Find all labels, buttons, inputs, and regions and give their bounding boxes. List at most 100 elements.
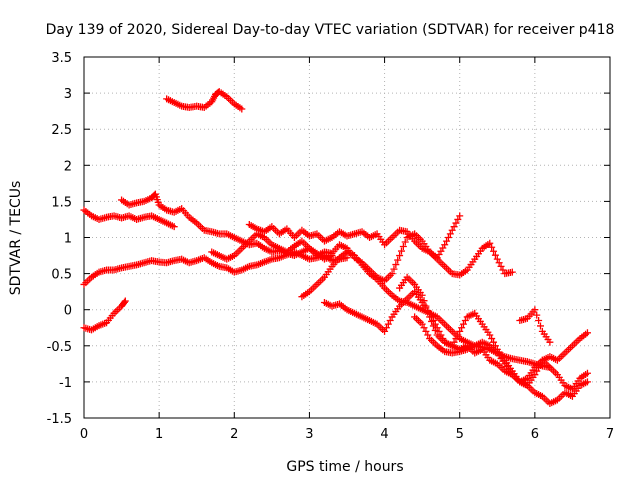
data-point xyxy=(426,313,434,321)
data-point xyxy=(386,317,394,325)
data-point xyxy=(452,219,460,227)
data-point xyxy=(238,105,246,113)
data-point xyxy=(441,241,449,249)
y-tick-label: -0.5 xyxy=(47,340,72,355)
data-point xyxy=(508,268,516,276)
data-point xyxy=(497,262,505,270)
data-point xyxy=(448,342,456,350)
data-point xyxy=(531,306,539,314)
y-tick-label: 2 xyxy=(64,159,72,174)
chart-title: Day 139 of 2020, Sidereal Day-to-day VTE… xyxy=(46,22,615,38)
y-tick-label: 2.5 xyxy=(51,123,72,138)
x-tick-label: 4 xyxy=(380,427,388,442)
data-point xyxy=(401,238,409,246)
data-point xyxy=(454,215,462,223)
data-point xyxy=(120,298,128,306)
data-point xyxy=(431,326,439,334)
y-tick-label: 0.5 xyxy=(51,268,72,283)
data-point xyxy=(444,234,452,241)
data-point xyxy=(493,255,501,263)
data-point xyxy=(495,259,503,267)
data-point xyxy=(396,252,404,260)
x-tick-label: 1 xyxy=(155,427,163,442)
data-point xyxy=(429,322,437,330)
series-track-i xyxy=(396,273,591,386)
data-point xyxy=(546,338,554,346)
data-point xyxy=(448,226,456,234)
data-point xyxy=(422,302,430,310)
data-point xyxy=(420,324,428,332)
data-point xyxy=(488,243,496,251)
y-tick-label: -1.5 xyxy=(47,412,72,427)
data-point xyxy=(583,369,591,377)
data-point xyxy=(459,320,467,328)
series-track-f xyxy=(208,230,516,285)
x-tick-label: 3 xyxy=(305,427,313,442)
data-point xyxy=(458,324,466,332)
data-point xyxy=(450,223,458,231)
data-point xyxy=(486,239,494,247)
y-tick-label: -1 xyxy=(59,376,72,391)
data-point xyxy=(583,329,591,337)
x-tick-label: 2 xyxy=(230,427,238,442)
data-point xyxy=(535,317,543,325)
data-point xyxy=(170,223,178,231)
ticks: 0 1 2 3 4 5 6 7 -1.5 -1 -0.5 0 0.5 1 1.5 2 2.5 3 3.5 xyxy=(47,51,615,442)
y-tick-label: 3 xyxy=(64,87,72,102)
data-point xyxy=(424,308,432,316)
data-point xyxy=(394,256,402,264)
data-point xyxy=(428,317,436,325)
data-point xyxy=(533,367,541,375)
data-point xyxy=(499,266,507,274)
data-point xyxy=(456,212,464,220)
series-track-l xyxy=(516,306,554,346)
data-point xyxy=(420,297,428,305)
data-point xyxy=(422,327,430,335)
data-point xyxy=(418,320,426,328)
data-point xyxy=(450,338,458,346)
data-point xyxy=(399,243,407,251)
data-point xyxy=(382,324,390,332)
data-point xyxy=(418,291,426,299)
data-point xyxy=(490,247,498,255)
data-point xyxy=(533,311,541,319)
x-axis-title: GPS time / hours xyxy=(286,459,403,475)
data-point xyxy=(390,265,398,273)
data-point xyxy=(121,297,129,305)
series-track-h xyxy=(320,288,591,408)
data-point xyxy=(446,230,454,238)
series-track-b xyxy=(80,206,178,231)
x-tick-label: 5 xyxy=(456,427,464,442)
series-track-k xyxy=(80,297,129,334)
data-point xyxy=(392,261,400,269)
data-point xyxy=(531,371,539,379)
y-tick-label: 0 xyxy=(64,304,72,319)
y-axis-title: SDTVAR / TECUs xyxy=(8,181,24,296)
y-tick-label: 1.5 xyxy=(51,195,72,210)
data-point xyxy=(397,247,405,255)
y-tick-label: 1 xyxy=(64,232,72,247)
data-point xyxy=(535,363,543,371)
data-point xyxy=(456,327,464,335)
data-point xyxy=(491,251,499,259)
data-point xyxy=(583,378,591,386)
x-tick-label: 6 xyxy=(531,427,539,442)
data-point xyxy=(461,317,469,325)
series-track-a xyxy=(163,88,246,113)
data-point xyxy=(381,327,389,335)
y-tick-label: 3.5 xyxy=(51,51,72,66)
data-point xyxy=(452,335,460,343)
x-tick-label: 7 xyxy=(606,427,614,442)
data-point xyxy=(488,335,496,343)
data-points xyxy=(80,88,591,408)
series-track-j xyxy=(411,313,591,393)
x-tick-label: 0 xyxy=(80,427,88,442)
data-point xyxy=(443,237,451,245)
data-point xyxy=(454,331,462,339)
data-point xyxy=(384,320,392,328)
data-point xyxy=(486,331,494,339)
data-point xyxy=(388,270,396,278)
data-point xyxy=(424,331,432,339)
